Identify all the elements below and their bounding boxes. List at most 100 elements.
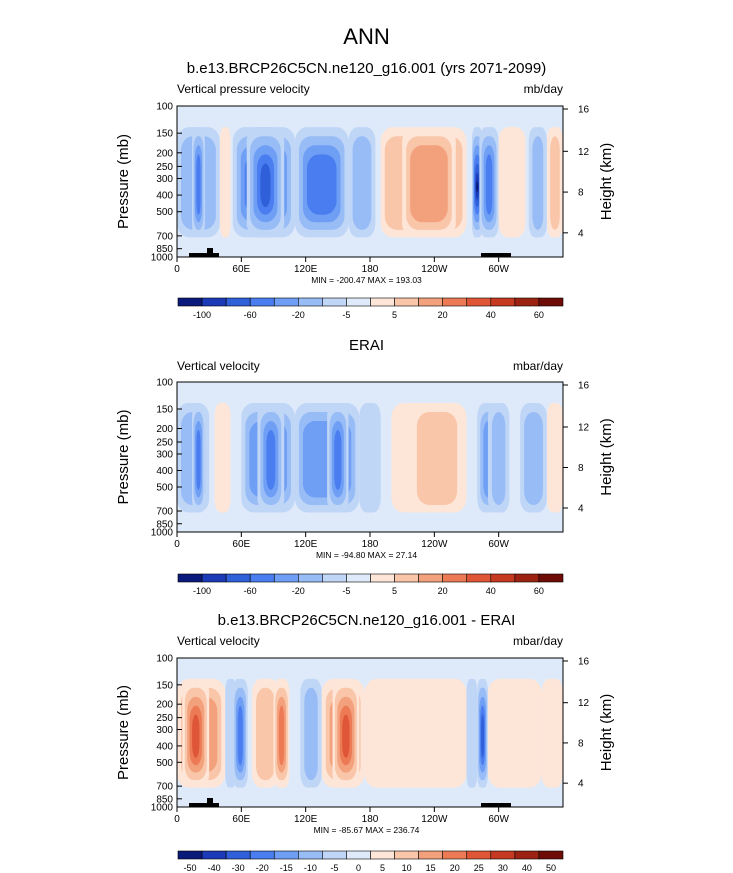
contour-band	[476, 181, 479, 193]
colorbar-swatch	[177, 573, 203, 583]
x-tick-label: 60E	[232, 814, 250, 825]
contour-band	[334, 430, 342, 490]
y-tick-label: 150	[156, 680, 173, 691]
colorbar-label: -5	[330, 863, 338, 873]
contour-band	[214, 403, 231, 513]
y-tick-label: 250	[156, 438, 173, 449]
contour-band	[416, 412, 458, 505]
y-right-tick-label: 4	[578, 504, 584, 515]
contour-band	[550, 136, 560, 230]
contour-band	[546, 403, 563, 513]
colorbar-swatch	[490, 573, 516, 583]
colorbar-swatch	[225, 850, 251, 860]
panel-title: b.e13.BRCP26C5CN.ne120_g16.001 (yrs 2071…	[187, 60, 546, 77]
y-right-tick-label: 4	[578, 779, 584, 790]
x-tick-label: 60E	[232, 539, 250, 550]
contour-band	[196, 154, 201, 215]
y-tick-label: 850	[156, 794, 173, 805]
colorbar-label: -10	[304, 863, 317, 873]
contour-band	[485, 154, 493, 215]
contour-band	[266, 430, 276, 490]
contour-band	[278, 705, 285, 766]
x-tick-label: 120E	[294, 814, 318, 825]
colorbar-label: -20	[292, 586, 305, 596]
x-tick-label: 180	[362, 539, 379, 550]
colorbar-swatch	[394, 573, 419, 583]
y-tick-label: 250	[156, 162, 173, 173]
colorbar-label: -60	[244, 586, 257, 596]
colorbar-swatch	[514, 573, 540, 583]
colorbar: -100 -60 -20 -5 5 20 40 60	[177, 573, 564, 596]
colorbar-swatch	[394, 850, 419, 860]
colorbar-label: 60	[534, 586, 544, 596]
contour-band	[306, 154, 337, 215]
units-label: mbar/day	[513, 359, 563, 373]
y-right-tick-label: 12	[578, 698, 590, 709]
colorbar-label: -30	[232, 863, 245, 873]
y-tick-label: 700	[156, 782, 173, 793]
colorbar-swatch	[442, 850, 468, 860]
x-tick-label: 60W	[488, 264, 509, 275]
colorbar-swatch	[514, 297, 540, 307]
chart-panel-3: b.e13.BRCP26C5CN.ne120_g16.001 - ERAI Ver…	[115, 612, 615, 873]
colorbar-label: -5	[342, 310, 350, 320]
y-right-axis-title: Height (km)	[598, 143, 615, 221]
panel-title: ERAI	[349, 337, 384, 354]
contour-field	[177, 382, 563, 532]
colorbar-swatch	[201, 850, 227, 860]
x-tick-label: 180	[362, 814, 379, 825]
colorbar-swatch	[201, 297, 227, 307]
x-tick-label: 60E	[232, 264, 250, 275]
y-tick-label: 1000	[151, 253, 174, 264]
colorbar-label: -5	[342, 586, 350, 596]
colorbar: -100 -60 -20 -5 5 20 40 60	[177, 297, 564, 320]
y-right-tick-label: 8	[578, 738, 584, 749]
colorbar-label: 20	[438, 310, 448, 320]
y-tick-label: 500	[156, 483, 173, 494]
y-right-tick-label: 12	[578, 147, 590, 158]
contour-band	[192, 714, 200, 758]
chart-panel-1: b.e13.BRCP26C5CN.ne120_g16.001 (yrs 2071…	[115, 60, 615, 320]
colorbar-swatch	[538, 850, 564, 860]
colorbar-swatch	[177, 297, 203, 307]
y-tick-label: 700	[156, 507, 173, 518]
colorbar-label: 40	[522, 863, 532, 873]
colorbar-label: -50	[184, 863, 197, 873]
contour-band	[524, 412, 543, 505]
contour-band	[256, 687, 275, 781]
y-tick-label: 300	[156, 450, 173, 461]
y-axis-title: Pressure (mb)	[115, 685, 132, 780]
colorbar-swatch	[466, 297, 492, 307]
topography-mask	[207, 248, 213, 253]
y-right-tick-label: 12	[578, 423, 590, 434]
variable-label: Vertical velocity	[177, 359, 260, 373]
colorbar-swatch	[418, 573, 443, 583]
colorbar-label: 5	[392, 310, 397, 320]
topography-mask	[207, 798, 213, 803]
x-tick-label: 180	[362, 264, 379, 275]
y-right-tick-label: 8	[578, 188, 584, 199]
x-tick-label: 120E	[294, 264, 318, 275]
colorbar-swatch	[249, 573, 275, 583]
colorbar-swatch	[298, 573, 323, 583]
colorbar-label: -20	[256, 863, 269, 873]
colorbar-swatch	[538, 573, 564, 583]
colorbar-swatch	[201, 573, 227, 583]
colorbar-label: -100	[193, 310, 211, 320]
colorbar-label: 40	[486, 586, 496, 596]
contour-band	[487, 678, 542, 788]
contour-band	[237, 705, 243, 766]
colorbar: -50 -40 -30 -20 -15 -10 -5 0 5 10 15 20 25 30 40 50	[177, 850, 564, 873]
y-tick-label: 300	[156, 174, 173, 185]
colorbar-swatch	[225, 297, 251, 307]
x-tick-label: 120W	[421, 814, 448, 825]
colorbar-label: 5	[392, 586, 397, 596]
y-right-tick-label: 4	[578, 228, 584, 239]
colorbar-swatch	[322, 850, 347, 860]
y-tick-label: 100	[156, 654, 173, 665]
x-tick-label: 60W	[488, 814, 509, 825]
colorbar-swatch	[249, 297, 275, 307]
colorbar-label: 0	[356, 863, 361, 873]
y-tick-label: 1000	[151, 803, 174, 814]
